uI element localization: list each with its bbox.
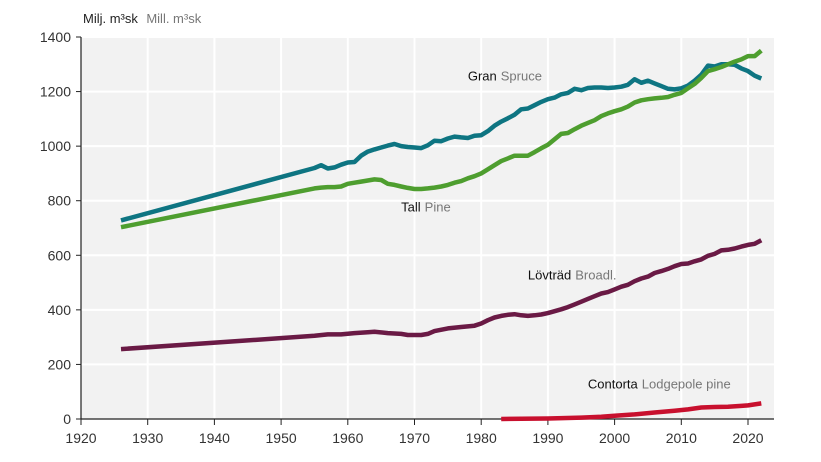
series-label-sub: Spruce bbox=[501, 68, 542, 83]
gridlines bbox=[81, 36, 774, 419]
axes: 0 200 400 600 800 1000 1200 1400 1920 1930 1940 195… bbox=[40, 29, 774, 446]
x-tick-label: 1960 bbox=[332, 430, 363, 446]
series-lines bbox=[120, 48, 763, 422]
y-tick-label: 600 bbox=[48, 247, 72, 263]
x-tick-label: 2010 bbox=[666, 430, 697, 446]
y-tick-label: 800 bbox=[48, 193, 72, 209]
y-tick-label: 200 bbox=[48, 356, 72, 372]
series-label-sub: Lodgepole pine bbox=[642, 377, 731, 392]
series-label-4: Contorta Lodgepole pine bbox=[588, 377, 731, 392]
x-tick-label: 1930 bbox=[132, 430, 163, 446]
x-tick-label: 1950 bbox=[266, 430, 297, 446]
series-label-main: Lövträd bbox=[528, 268, 571, 283]
plot-background bbox=[81, 37, 774, 419]
series-line-1 bbox=[120, 62, 763, 223]
y-unit-label-sub: Mill. m³sk bbox=[146, 11, 201, 26]
series-line-4 bbox=[501, 401, 762, 422]
y-tick-label: 400 bbox=[48, 302, 72, 318]
y-tick-label: 1400 bbox=[40, 29, 71, 45]
series-label-sub: Pine bbox=[425, 199, 451, 214]
series-line-3 bbox=[120, 238, 763, 352]
series-label-3: Lövträd Broadl. bbox=[528, 268, 617, 283]
y-unit-label-main: Milj. m³sk bbox=[83, 11, 138, 26]
series-label-2: Tall Pine bbox=[401, 199, 451, 214]
x-tick-label: 1980 bbox=[466, 430, 497, 446]
x-tick-label: 2000 bbox=[599, 430, 630, 446]
x-tick-label: 1990 bbox=[532, 430, 563, 446]
series-label-sub: Broadl. bbox=[575, 268, 616, 283]
y-tick-label: 0 bbox=[63, 411, 71, 427]
series-label-1: Gran Spruce bbox=[468, 68, 542, 83]
series-label-main: Tall bbox=[401, 199, 421, 214]
y-tick-label: 1200 bbox=[40, 84, 71, 100]
series-labels: Gran Spruce Tall Pine Lövträd Broadl. Contorta… bbox=[401, 68, 731, 391]
series-label-main: Contorta bbox=[588, 377, 639, 392]
x-tick-label: 1920 bbox=[65, 430, 96, 446]
x-tick-label: 2020 bbox=[732, 430, 763, 446]
y-unit-label: Milj. m³sk Mill. m³sk bbox=[83, 10, 202, 27]
series-line-2 bbox=[120, 48, 763, 230]
x-tick-label: 1940 bbox=[199, 430, 230, 446]
x-tick-label: 1970 bbox=[399, 430, 430, 446]
series-label-main: Gran bbox=[468, 68, 497, 83]
y-tick-label: 1000 bbox=[40, 138, 71, 154]
